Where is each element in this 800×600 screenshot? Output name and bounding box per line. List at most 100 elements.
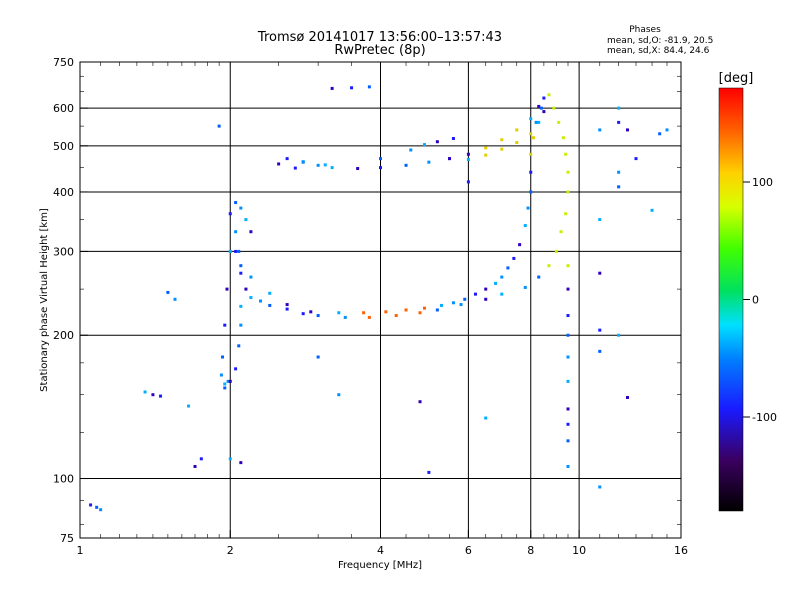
colorbar-tick-label: 0 <box>752 294 759 307</box>
y-tick-label: 750 <box>53 56 74 69</box>
data-point <box>529 152 533 156</box>
x-axis-label: Frequency [MHz] <box>338 560 422 571</box>
data-point <box>225 287 229 291</box>
data-point <box>566 464 570 468</box>
data-point <box>228 212 232 216</box>
data-point <box>566 264 570 268</box>
data-point <box>367 85 371 89</box>
data-point <box>515 128 519 132</box>
chart-title: Tromsø 20141017 13:56:00–13:57:43 <box>257 30 502 45</box>
data-point <box>506 266 510 270</box>
data-point <box>234 249 238 253</box>
data-point <box>494 281 498 285</box>
data-point <box>187 404 191 408</box>
data-point <box>268 291 272 295</box>
data-point <box>239 206 243 210</box>
grid <box>80 62 681 538</box>
data-point <box>564 152 568 156</box>
data-point <box>484 146 488 150</box>
data-point <box>285 157 289 161</box>
data-point <box>566 333 570 337</box>
data-point <box>547 93 551 97</box>
data-point <box>367 315 371 319</box>
data-point <box>552 106 556 110</box>
data-point <box>394 314 398 318</box>
colorbar-tick-label: -100 <box>752 411 777 424</box>
data-point <box>451 301 455 305</box>
data-point <box>223 323 227 327</box>
y-tick-label: 300 <box>53 245 74 258</box>
data-point <box>598 128 602 132</box>
colorbar <box>718 87 744 512</box>
y-axis-label: Stationary phase Virtual Height [km] <box>39 208 50 392</box>
data-point <box>293 166 297 170</box>
data-point <box>484 297 488 301</box>
data-point <box>547 264 551 268</box>
data-points <box>89 85 669 512</box>
data-point <box>268 303 272 307</box>
data-point <box>557 120 561 124</box>
data-point <box>309 310 313 314</box>
data-point <box>531 136 535 140</box>
data-point <box>249 296 253 300</box>
data-point <box>617 170 621 174</box>
data-point <box>566 439 570 443</box>
x-tick-label: 8 <box>527 544 534 557</box>
data-point <box>500 275 504 279</box>
data-point <box>634 157 638 161</box>
data-point <box>239 264 243 268</box>
data-point <box>484 416 488 420</box>
data-point <box>239 304 243 308</box>
data-point <box>234 230 238 234</box>
data-point <box>244 287 248 291</box>
data-point <box>529 170 533 174</box>
data-point <box>237 249 241 253</box>
data-point <box>285 303 289 307</box>
data-point <box>249 230 253 234</box>
data-point <box>566 407 570 411</box>
data-point <box>566 190 570 194</box>
colorbar-ticks: 100 0 -100 <box>743 176 777 424</box>
data-point <box>379 157 382 161</box>
data-point <box>95 505 99 509</box>
data-point <box>422 143 426 147</box>
data-point <box>566 422 570 426</box>
data-point <box>566 355 570 359</box>
data-point <box>356 167 360 171</box>
data-point <box>223 386 227 390</box>
data-point <box>277 162 281 166</box>
data-point <box>512 256 516 260</box>
data-point <box>598 349 602 353</box>
data-point <box>598 485 602 489</box>
data-point <box>337 311 341 315</box>
data-point <box>537 275 541 279</box>
data-point <box>323 163 327 167</box>
data-point <box>228 457 232 461</box>
data-point <box>523 224 527 228</box>
data-point <box>542 110 546 114</box>
data-point <box>151 393 155 397</box>
y-tick-label: 500 <box>53 140 74 153</box>
data-point <box>566 170 570 174</box>
data-point <box>330 86 334 90</box>
data-point <box>529 190 533 194</box>
data-point <box>566 314 570 318</box>
data-point <box>422 306 426 310</box>
data-point <box>219 373 223 377</box>
data-point <box>598 271 602 275</box>
data-point <box>301 312 305 316</box>
data-point <box>500 292 504 296</box>
data-point <box>537 104 541 108</box>
data-point <box>343 315 347 319</box>
data-point <box>427 160 431 164</box>
x-axis: 1 2 4 6 8 10 16 <box>77 62 688 557</box>
y-tick-label: 100 <box>53 473 74 486</box>
data-point <box>625 128 629 132</box>
data-point <box>484 287 488 291</box>
data-point <box>529 117 533 121</box>
data-point <box>239 461 243 465</box>
data-point <box>617 120 621 124</box>
data-point <box>554 249 558 253</box>
x-tick-label: 1 <box>77 544 84 557</box>
